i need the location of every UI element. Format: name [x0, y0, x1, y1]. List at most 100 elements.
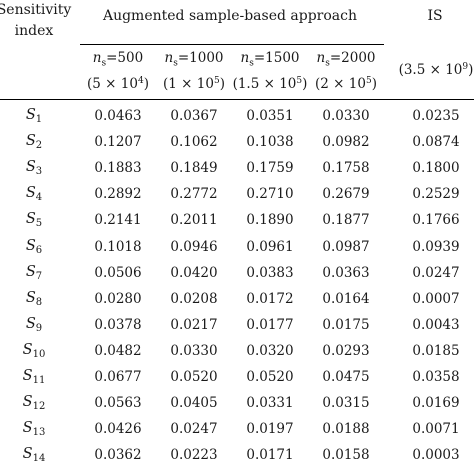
index-symbol: S: [25, 211, 36, 228]
table-cell: 0.0217: [170, 316, 218, 333]
table-cell: 0.0007: [412, 290, 460, 307]
sensitivity-index: S2: [0, 133, 72, 151]
table-cell: 0.1800: [412, 160, 460, 177]
size-end: ): [302, 76, 308, 92]
ns-sub: s: [173, 58, 178, 69]
index-symbol: S: [25, 133, 36, 150]
header-is: IS: [427, 8, 443, 24]
table-cell: 0.0358: [412, 369, 460, 385]
sensitivity-index: S1: [0, 107, 72, 125]
sensitivity-index: S8: [0, 290, 72, 308]
index-symbol: S: [25, 237, 36, 254]
index-subscript: 5: [35, 218, 43, 230]
header-index-line2: index: [14, 23, 54, 39]
header-is-size: (3.5 × 109): [396, 62, 474, 78]
table-cell: 0.0378: [94, 316, 142, 333]
table-cell: 0.0247: [170, 421, 218, 438]
ns-value: =1000: [177, 50, 224, 66]
table-cell: 0.0247: [412, 264, 460, 281]
ns-label: n: [240, 50, 250, 66]
table-cell: 0.2529: [412, 186, 460, 203]
table-cell: 0.0330: [322, 108, 370, 124]
index-subscript: 14: [32, 453, 46, 465]
table-cell: 0.0383: [246, 264, 294, 281]
sensitivity-index: S14: [0, 446, 72, 464]
index-subscript: 13: [32, 427, 46, 439]
index-symbol: S: [22, 446, 33, 463]
sensitivity-index: S5: [0, 211, 72, 229]
table-cell: 0.0939: [412, 238, 460, 255]
table-cell: 0.0280: [94, 290, 142, 307]
index-symbol: S: [22, 341, 33, 358]
is-size-end: ): [468, 62, 474, 78]
size-end: ): [219, 76, 225, 92]
group-rule: [80, 44, 384, 45]
table-cell: 0.0506: [94, 264, 142, 281]
is-size-exp: 9: [462, 62, 469, 72]
table-cell: 0.0482: [94, 342, 142, 359]
sensitivity-index: S10: [0, 342, 72, 360]
table-cell: 0.0185: [412, 342, 460, 359]
table-cell: 0.1062: [170, 134, 218, 151]
sensitivity-index: S13: [0, 420, 72, 438]
size-exp: 4: [137, 76, 144, 86]
table-cell: 0.0362: [94, 447, 142, 464]
header-size-2: (1.5 × 105): [232, 76, 308, 92]
size-end: ): [371, 76, 377, 92]
table-cell: 0.0175: [322, 316, 370, 333]
is-size-base: (3.5 × 10: [398, 62, 463, 78]
table-cell: 0.0330: [170, 342, 218, 359]
index-subscript: 12: [32, 401, 46, 413]
table-cell: 0.0363: [322, 264, 370, 281]
table-cell: 0.0874: [412, 134, 460, 151]
table-cell: 0.2141: [94, 212, 142, 229]
table-cell: 0.1018: [94, 238, 142, 255]
header-ns-0: ns=500: [80, 50, 156, 69]
index-subscript: 4: [35, 192, 43, 204]
table-cell: 0.0520: [170, 369, 218, 385]
header-rule: [0, 99, 474, 100]
size-base: (2 × 10: [315, 76, 366, 92]
index-symbol: S: [22, 394, 33, 411]
table-cell: 0.0235: [412, 108, 460, 124]
table-cell: 0.0426: [94, 421, 142, 438]
index-symbol: S: [22, 420, 33, 437]
table-cell: 0.0043: [412, 316, 460, 333]
header-ns-2: ns=1500: [232, 50, 308, 69]
index-symbol: S: [25, 107, 36, 123]
index-subscript: 11: [32, 375, 46, 386]
table-cell: 0.0172: [246, 290, 294, 307]
index-symbol: S: [25, 315, 36, 332]
sensitivity-index: S3: [0, 159, 72, 177]
ns-label: n: [164, 50, 174, 66]
ns-label: n: [316, 50, 326, 66]
table-cell: 0.0367: [170, 108, 218, 124]
header-ns-1: ns=1000: [156, 50, 232, 69]
index-subscript: 7: [35, 270, 43, 282]
index-symbol: S: [22, 368, 33, 384]
index-symbol: S: [25, 263, 36, 280]
ns-sub: s: [325, 58, 330, 69]
table-cell: 0.1038: [246, 134, 294, 151]
index-subscript: 9: [35, 322, 43, 334]
table-cell: 0.0987: [322, 238, 370, 255]
table-cell: 0.1207: [94, 134, 142, 151]
ns-sub: s: [101, 58, 107, 69]
table-cell: 0.1759: [246, 160, 294, 177]
size-end: ): [143, 76, 149, 92]
header-ns-3: ns=2000: [308, 50, 384, 69]
index-subscript: 1: [35, 114, 43, 125]
index-symbol: S: [25, 185, 36, 202]
table-cell: 0.0463: [94, 108, 142, 124]
index-subscript: 2: [35, 140, 43, 152]
table-cell: 0.0208: [170, 290, 218, 307]
size-exp: 5: [296, 76, 303, 86]
table-cell: 0.1883: [94, 160, 142, 177]
index-subscript: 10: [32, 348, 46, 360]
header-size-1: (1 × 105): [156, 76, 232, 92]
size-exp: 5: [213, 76, 220, 86]
index-symbol: S: [25, 159, 36, 176]
table-cell: 0.0420: [170, 264, 218, 281]
table-cell: 0.1766: [412, 212, 460, 229]
size-base: (5 × 10: [87, 76, 138, 92]
